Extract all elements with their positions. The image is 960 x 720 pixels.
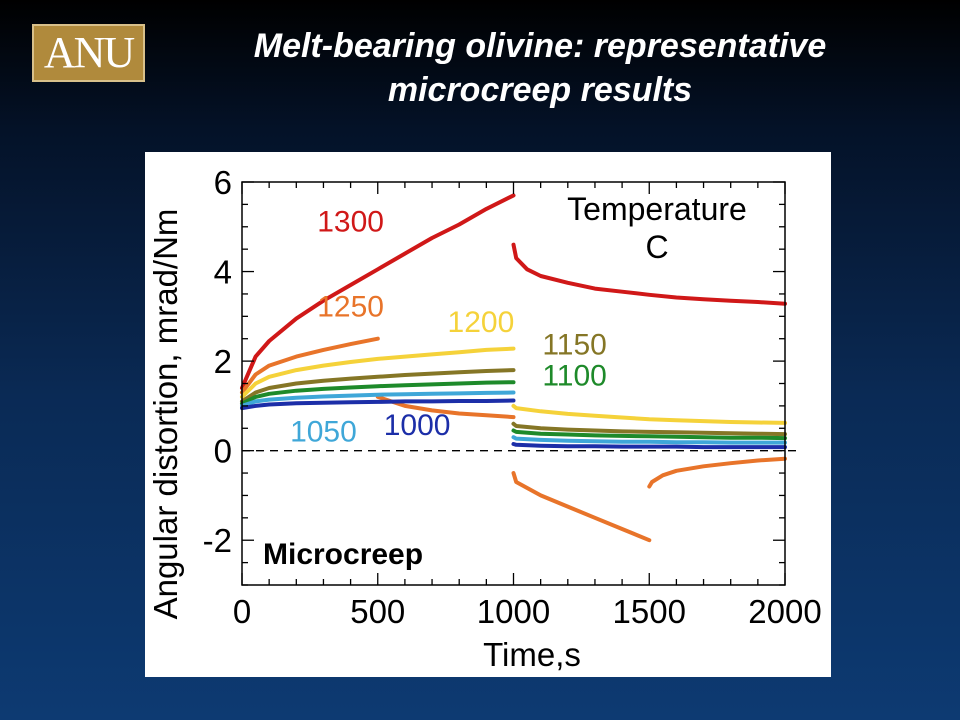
x-axis-label: Time,s [483,636,581,673]
series-line-1050 [240,390,516,408]
series-1050 [240,390,787,445]
x-tick-label: 0 [233,593,251,630]
series-1250 [240,336,787,543]
x-tick-label: 2000 [748,593,821,630]
series-line-1300 [240,193,516,390]
series-line-1250 [375,394,516,420]
series-line-1250 [647,456,787,489]
x-tick-label: 1500 [613,593,686,630]
y-tick-label: 0 [214,433,232,470]
series-1100 [240,380,787,441]
series-1150 [240,368,787,437]
y-tick-label: 2 [214,343,232,380]
series-line-1250 [240,336,380,395]
series-1200 [240,346,787,425]
series-line-1150 [511,421,787,437]
series-line-1000 [240,398,516,411]
microcreep-annotation: Microcreep [263,538,423,571]
series-label-1300: 1300 [317,205,384,238]
slide-title-line-1: Melt-bearing olivine: representative [253,27,827,65]
series-line-1100 [511,428,787,441]
series-label-1100: 1100 [542,360,607,393]
x-tick-label: 500 [350,593,405,630]
series-line-1100 [240,380,516,406]
series-label-1150: 1150 [542,328,607,361]
y-axis-label: Angular distortion, mrad/Nm [147,209,184,620]
series-line-1150 [240,368,516,404]
series-line-1200 [240,346,516,399]
series-label-1000: 1000 [384,409,451,442]
chart-panel: 0 500 1000 1500 2000 -2 0 2 4 6 1300 1250 1200 1150 11… [145,152,831,677]
series-line-1000 [511,442,787,450]
anu-logo: ANU [32,24,145,82]
series-1300 [240,193,787,390]
legend-title: Temperature [567,191,747,227]
slide-title: Melt-bearing olivine: representative mic… [160,24,920,112]
series-line-1200 [511,403,787,425]
series-1000 [240,398,787,450]
series-line-1050 [511,435,787,445]
slide-title-line-2: microcreep results [387,71,693,109]
y-tick-label: 6 [214,164,232,201]
series-line-1300 [511,242,787,306]
legend-unit: C [645,229,668,265]
y-tick-label: 4 [214,254,232,291]
series-label-1200: 1200 [448,306,515,339]
x-tick-label: 1000 [477,593,550,630]
series-label-1250: 1250 [317,290,384,323]
series-label-1050: 1050 [290,416,357,449]
y-tick-label: -2 [203,522,232,559]
series-line-1250 [511,471,652,543]
